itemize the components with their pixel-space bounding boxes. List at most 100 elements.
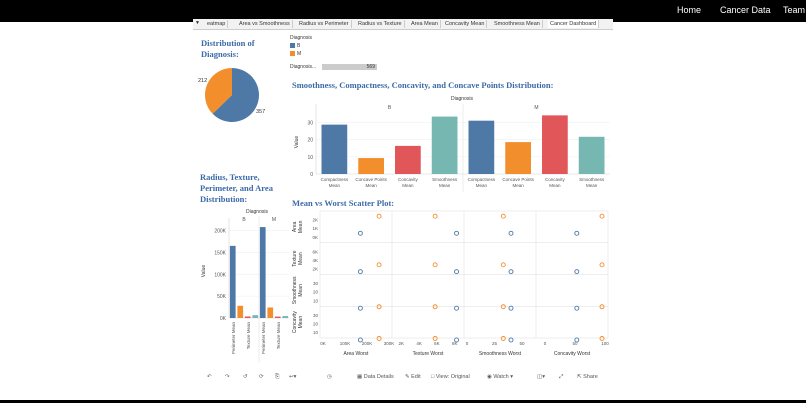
scatter-point-m[interactable]	[376, 336, 382, 341]
scatter-point-b[interactable]	[508, 269, 514, 275]
rtpa-title: Radius, Texture, Perimeter, and Area Dis…	[200, 172, 273, 204]
rtpa-bar[interactable]	[244, 316, 251, 318]
scatter-y-tick: 20	[313, 290, 319, 295]
scatter-point-m[interactable]	[500, 336, 506, 341]
scatter-point-m[interactable]	[599, 304, 605, 310]
scatter-x-tick: 50	[519, 341, 525, 346]
scmc-group-m: M	[534, 105, 538, 111]
tab-radius-vs-perimeter[interactable]: Radius vs Perimeter	[297, 20, 352, 28]
rtpa-x-tick: Perimeter Mean	[231, 322, 236, 355]
data-details-button[interactable]: ▦ Data Details	[357, 374, 394, 380]
tab-scroll-icon[interactable]: ▼	[195, 20, 200, 26]
scmc-bar[interactable]	[431, 116, 458, 174]
revert-icon[interactable]: ↺	[243, 374, 248, 380]
scmc-bar[interactable]	[578, 136, 605, 174]
slider-track[interactable]: 569	[322, 64, 377, 70]
scatter-point-b[interactable]	[574, 305, 580, 311]
comments-icon[interactable]: ◫▾	[537, 374, 545, 380]
scatter-x-tick: 300K	[384, 341, 395, 346]
view-original-button[interactable]: □ View: Original	[431, 374, 470, 380]
pause-icon[interactable]: ⎘	[275, 374, 280, 380]
metrics-icon[interactable]: ◷	[327, 374, 332, 380]
share-button[interactable]: ⇱ Share	[577, 374, 598, 380]
scmc-x-tick-line2: Mean	[365, 183, 377, 188]
scatter-point-b[interactable]	[508, 230, 514, 236]
rtpa-x-tick: Perimeter Mean	[261, 322, 266, 355]
legend-item-m[interactable]: M	[290, 51, 312, 57]
rtpa-y-axis-label: Value	[201, 265, 207, 278]
scatter-point-b[interactable]	[357, 269, 363, 275]
scatter-point-b[interactable]	[508, 305, 514, 311]
tab-heatmap[interactable]: eatmap	[205, 20, 229, 28]
redo-icon[interactable]: ↷	[225, 374, 230, 380]
legend-item-b[interactable]: B	[290, 43, 312, 49]
rtpa-group-m: M	[272, 217, 276, 223]
scatter-point-m[interactable]	[376, 213, 382, 219]
scatter-point-b[interactable]	[357, 337, 363, 343]
rtpa-bar[interactable]	[274, 316, 281, 318]
slider-value: 569	[366, 64, 375, 70]
scatter-point-m[interactable]	[500, 213, 506, 219]
viz-toolbar: ↶ ↷ ↺ ⟳ ⎘ ↩▾ ◷ ▦ Data Details ✎ Edit □ V…	[193, 371, 613, 385]
tab-area-vs-smoothness[interactable]: Area vs Smoothness	[237, 20, 293, 28]
scmc-bar[interactable]	[321, 124, 348, 174]
tab-cancer-dashboard[interactable]: Cancer Dashboard	[548, 20, 600, 28]
rtpa-bar[interactable]	[229, 245, 236, 318]
pie-slice-m[interactable]	[205, 68, 232, 114]
scmc-bar[interactable]	[505, 142, 531, 174]
scatter-point-m[interactable]	[376, 262, 382, 268]
undo-icon[interactable]: ↶	[207, 374, 212, 380]
nav-cancer-data-link[interactable]: Cancer Data	[720, 5, 771, 15]
scatter-point-b[interactable]	[574, 269, 580, 275]
scatter-point-b[interactable]	[574, 337, 580, 343]
scmc-bar[interactable]	[358, 158, 384, 174]
rtpa-bar[interactable]	[259, 227, 266, 318]
watch-button[interactable]: ◉ Watch ▾	[487, 374, 514, 380]
fullscreen-icon[interactable]: ⤢	[559, 374, 564, 380]
rtpa-bar[interactable]	[282, 316, 289, 318]
rtpa-bar[interactable]	[252, 315, 259, 318]
scmc-bar[interactable]	[395, 145, 421, 174]
scmc-x-tick-line1: Concavity	[545, 177, 566, 182]
nav-home-link[interactable]: Home	[677, 5, 702, 15]
refresh-icon[interactable]: ⟳	[259, 374, 264, 380]
edit-button[interactable]: ✎ Edit	[405, 374, 421, 380]
scatter-point-m[interactable]	[432, 213, 438, 219]
rtpa-bar[interactable]	[237, 305, 244, 318]
scatter-point-m[interactable]	[500, 262, 506, 268]
scatter-point-m[interactable]	[599, 336, 605, 341]
scatter-point-m[interactable]	[500, 304, 506, 310]
scatter-point-b[interactable]	[357, 230, 363, 236]
tab-concavity-mean[interactable]: Concavity Mean	[443, 20, 488, 28]
scatter-point-b[interactable]	[454, 269, 459, 275]
legend-title: Diagnosis	[290, 35, 312, 41]
scatter-point-m[interactable]	[432, 262, 438, 268]
scatter-point-b[interactable]	[454, 305, 459, 311]
scatter-point-b[interactable]	[508, 337, 514, 343]
tab-radius-vs-texture[interactable]: Radius vs Texture	[356, 20, 405, 28]
pie-slice-b[interactable]	[212, 68, 259, 122]
scatter-point-b[interactable]	[357, 305, 363, 311]
scatter-point-m[interactable]	[599, 213, 605, 219]
scatter-point-m[interactable]	[432, 336, 438, 341]
scmc-y-tick: 20	[307, 138, 313, 144]
scmc-x-tick-line2: Mean	[549, 183, 561, 188]
scatter-point-b[interactable]	[574, 230, 580, 236]
distribution-title: Distribution of Diagnosis:	[201, 38, 255, 59]
scmc-bar[interactable]	[468, 120, 495, 174]
scatter-point-m[interactable]	[432, 304, 438, 310]
tab-area-mean[interactable]: Area Mean	[409, 20, 441, 28]
scatter-point-b[interactable]	[454, 337, 459, 343]
scmc-bar[interactable]	[542, 115, 568, 174]
nav-team-link[interactable]: Team	[783, 5, 806, 15]
rtpa-bar[interactable]	[267, 307, 274, 318]
scatter-point-m[interactable]	[376, 304, 382, 310]
scmc-x-tick-line1: Smoothness	[579, 177, 605, 182]
scatter-x-tick: 200K	[362, 341, 373, 346]
tab-smoothness-mean[interactable]: Smoothness Mean	[492, 20, 543, 28]
scatter-point-m[interactable]	[599, 262, 605, 268]
scatter-point-b[interactable]	[454, 230, 459, 236]
revert-all-icon[interactable]: ↩▾	[289, 374, 297, 380]
scatter-x-tick: 0	[466, 341, 469, 346]
slider-label: Diagnosis...	[290, 64, 317, 70]
